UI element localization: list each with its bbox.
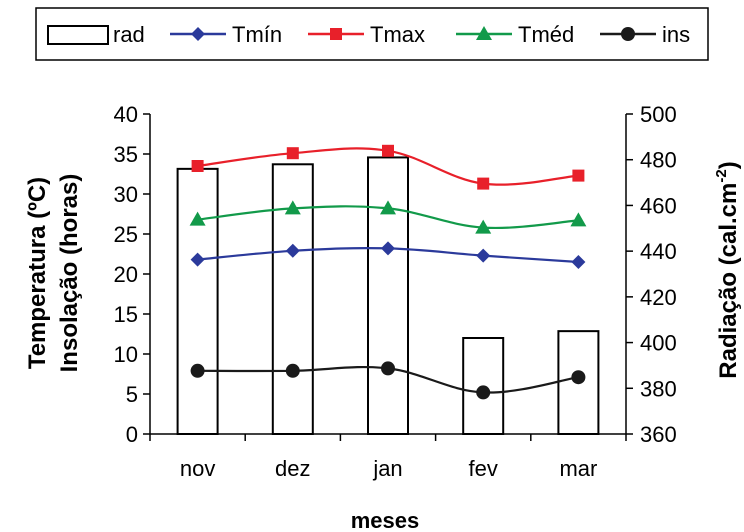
point-Tméd-jan bbox=[380, 200, 396, 215]
legend-marker-ins bbox=[621, 27, 635, 41]
legend-label-Tméd: Tméd bbox=[518, 22, 574, 47]
y-tick-label-right-460: 460 bbox=[640, 193, 677, 218]
legend-label-Tmax: Tmax bbox=[370, 22, 425, 47]
x-axis-title: meses bbox=[351, 508, 420, 532]
legend-marker-Tméd bbox=[476, 26, 492, 40]
legend: rad Tmín Tmax Tméd ins bbox=[35, 7, 709, 61]
bar-rad-nov bbox=[176, 167, 219, 435]
point-Tmax-mar bbox=[572, 169, 585, 182]
y-tick-label-right-500: 500 bbox=[640, 102, 677, 127]
point-Tméd-dez bbox=[284, 200, 301, 215]
y-axis-title-right-end: ) bbox=[715, 161, 742, 169]
y-axis-title-right: Radiação (cal.cm-2) bbox=[713, 161, 742, 378]
point-Tmax-nov bbox=[191, 160, 204, 172]
y-tick-label-right-480: 480 bbox=[640, 148, 677, 173]
x-tick-label-fev: fev bbox=[469, 456, 498, 481]
point-ins-mar bbox=[571, 370, 586, 385]
y-tick-label-left-10: 10 bbox=[114, 342, 138, 367]
legend-marker-Tmín bbox=[191, 27, 205, 41]
legend-label-rad: rad bbox=[113, 22, 145, 47]
legend-box bbox=[35, 7, 709, 61]
point-ins-dez bbox=[285, 363, 300, 378]
point-Tméd-mar bbox=[570, 212, 587, 227]
legend-swatch-rad bbox=[47, 25, 109, 45]
point-ins-fev bbox=[476, 385, 491, 400]
point-ins-nov bbox=[190, 363, 205, 378]
x-tick-label-jan: jan bbox=[372, 456, 402, 481]
y-tick-label-left-35: 35 bbox=[114, 142, 138, 167]
point-Tméd-fev bbox=[475, 219, 492, 234]
point-Tmín-nov bbox=[190, 252, 205, 267]
x-tick-label-dez: dez bbox=[275, 456, 310, 481]
y-axis-title-right-sup: -2 bbox=[713, 169, 730, 182]
y-tick-label-left-25: 25 bbox=[114, 222, 138, 247]
y-tick-label-right-420: 420 bbox=[640, 285, 677, 310]
y-tick-label-left-0: 0 bbox=[126, 422, 138, 447]
x-tick-label-mar: mar bbox=[559, 456, 597, 481]
y-tick-label-right-380: 380 bbox=[640, 376, 677, 401]
bar-rad-jan bbox=[367, 156, 409, 436]
y-tick-label-right-400: 400 bbox=[640, 331, 677, 356]
y-tick-label-left-15: 15 bbox=[114, 302, 138, 327]
y-axis-title-left-line1: Temperatura (ºC) bbox=[24, 177, 51, 369]
point-Tmín-jan bbox=[381, 241, 395, 256]
y-tick-label-right-360: 360 bbox=[640, 422, 677, 447]
point-Tméd-nov bbox=[189, 211, 206, 226]
y-axis-title-right-main: Radiação (cal.cm bbox=[715, 183, 742, 379]
legend-marker-Tmax bbox=[330, 28, 342, 40]
y-tick-label-left-40: 40 bbox=[114, 102, 138, 127]
point-Tmax-dez bbox=[286, 147, 299, 160]
point-Tmax-fev bbox=[477, 177, 490, 190]
y-axis-title-left-line2: Insolação (horas) bbox=[56, 174, 83, 373]
legend-label-Tmín: Tmín bbox=[232, 22, 282, 47]
point-Tmín-dez bbox=[285, 243, 300, 258]
y-tick-label-left-30: 30 bbox=[114, 182, 138, 207]
point-Tmín-mar bbox=[571, 255, 586, 269]
y-tick-label-left-20: 20 bbox=[114, 262, 138, 287]
point-Tmín-fev bbox=[476, 248, 491, 263]
y-tick-label-left-5: 5 bbox=[126, 382, 138, 407]
x-tick-label-nov: nov bbox=[180, 456, 215, 481]
point-Tmax-jan bbox=[382, 144, 394, 157]
y-tick-label-right-440: 440 bbox=[640, 239, 677, 264]
point-ins-jan bbox=[381, 361, 395, 376]
legend-label-ins: ins bbox=[662, 22, 690, 47]
